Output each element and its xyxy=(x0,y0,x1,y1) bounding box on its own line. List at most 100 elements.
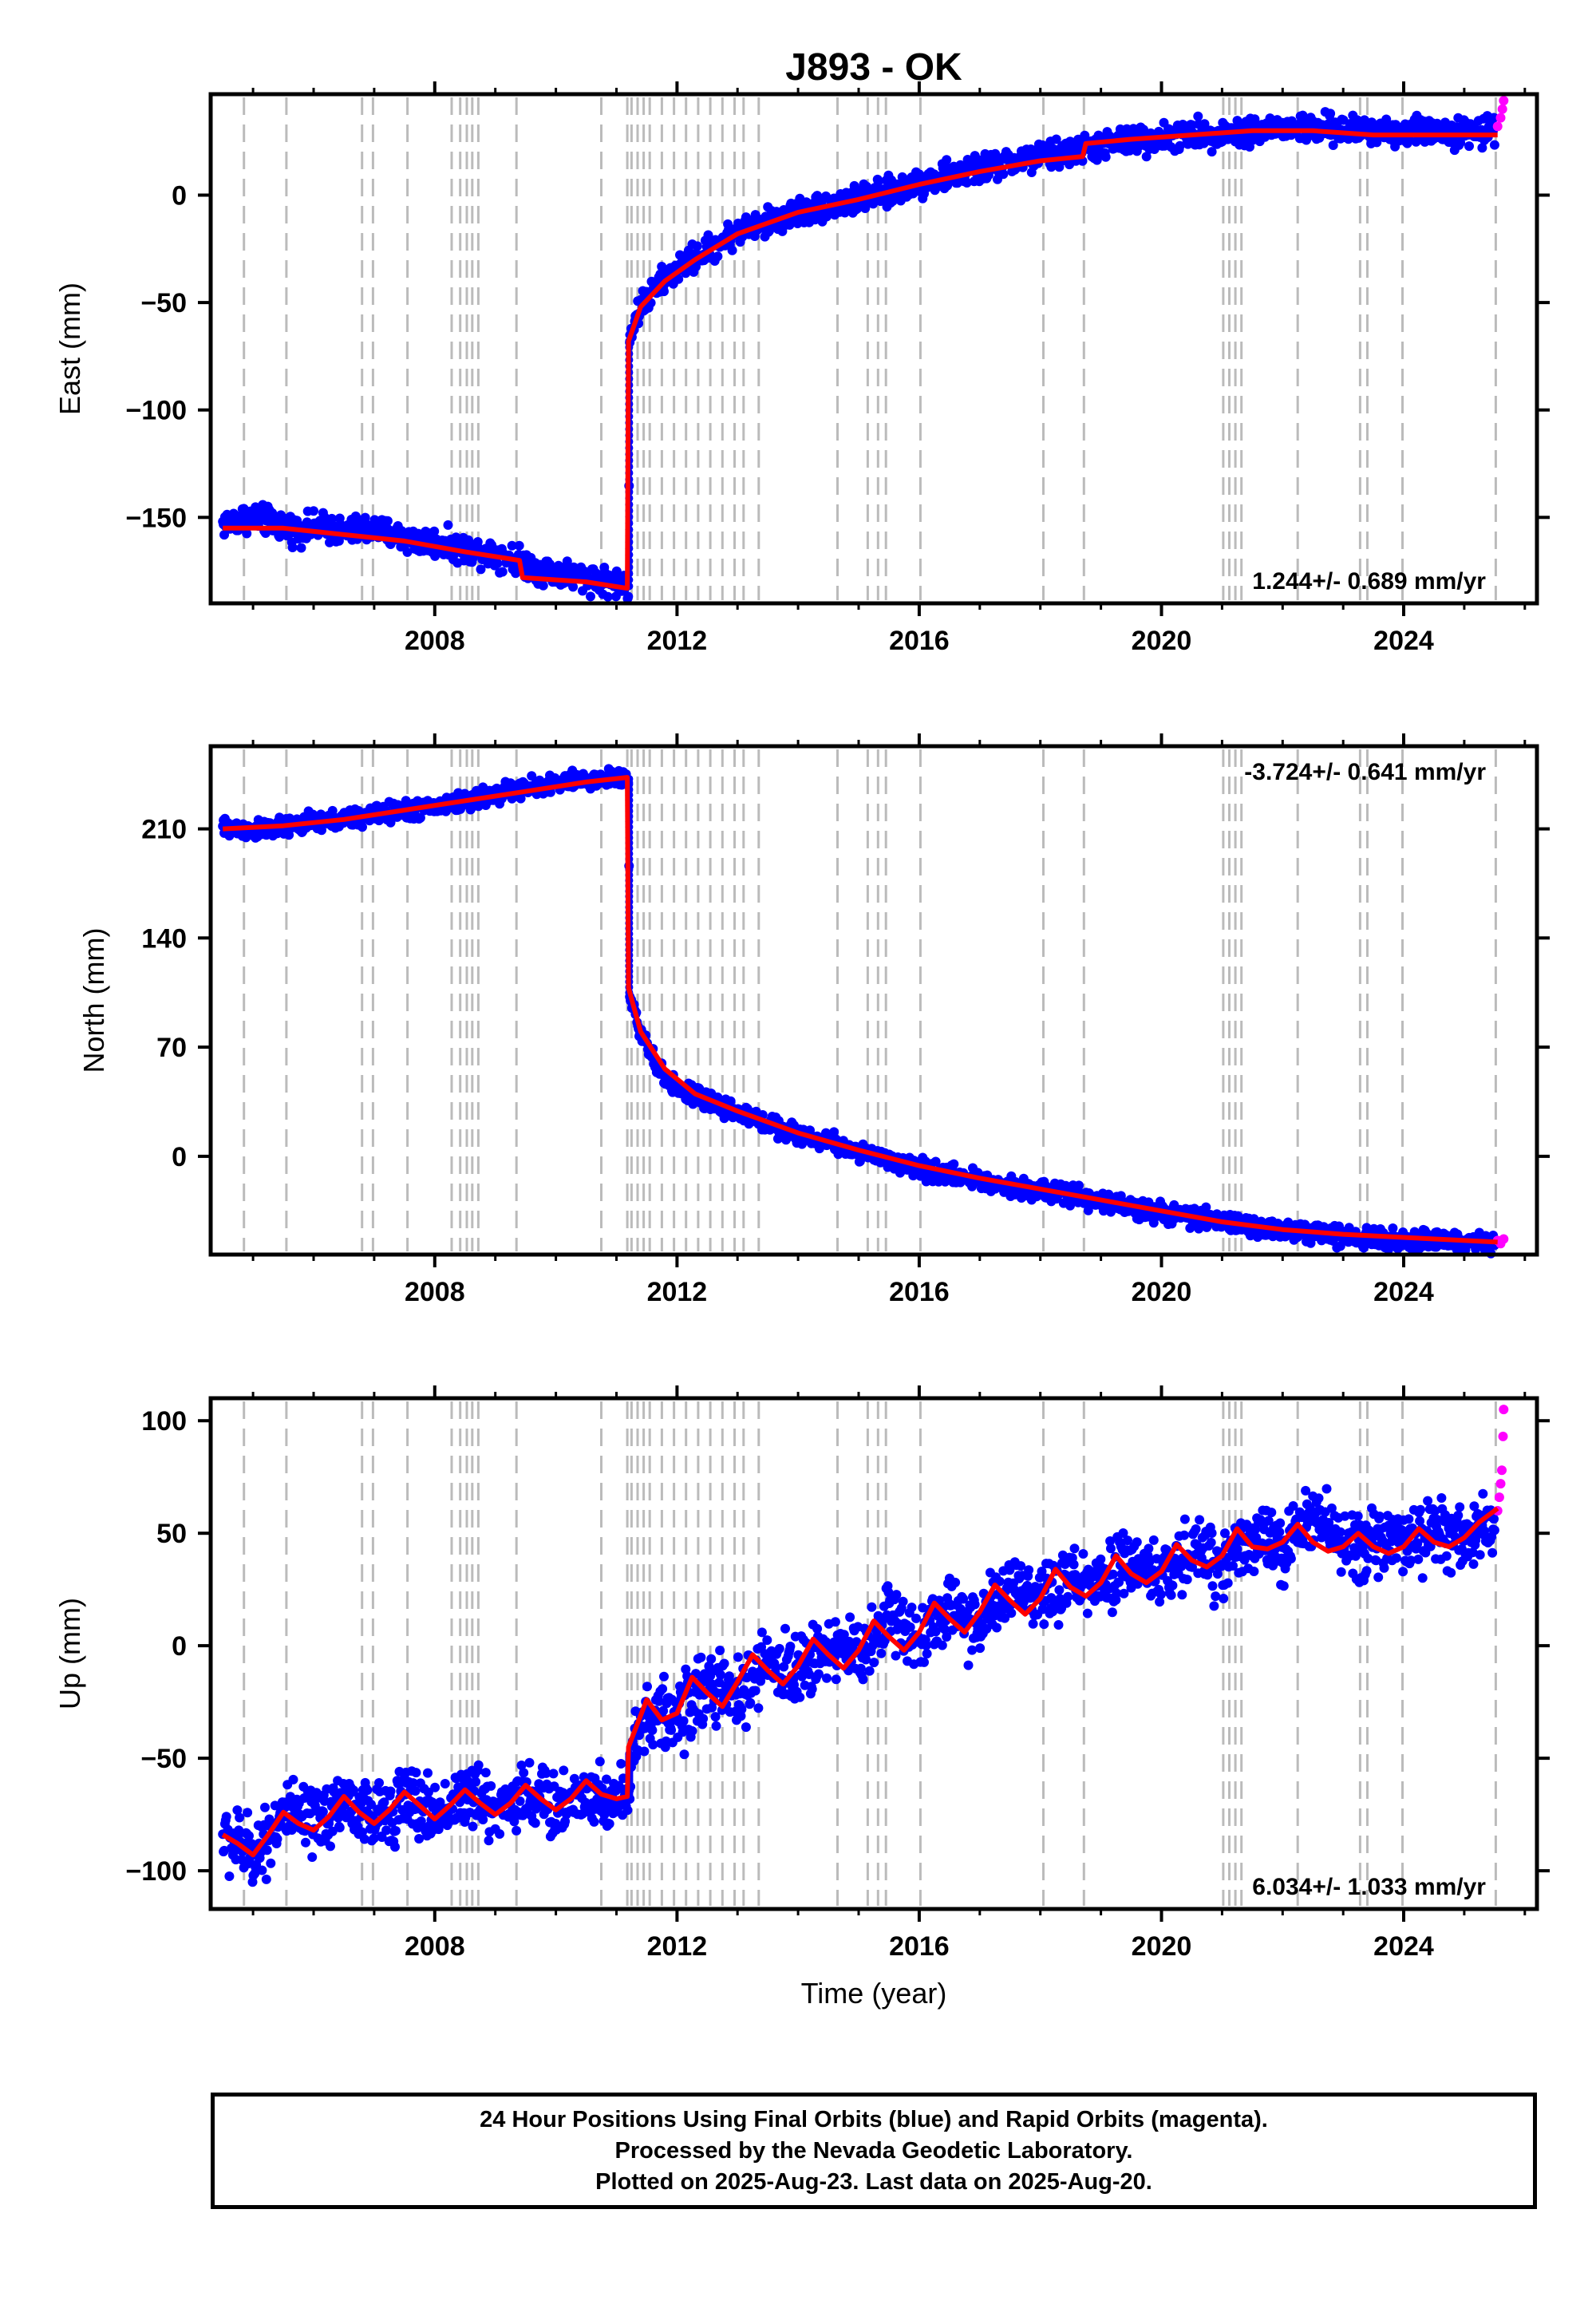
east-final-orbit-point-701 xyxy=(727,245,737,255)
up-final-orbit-point-532 xyxy=(604,1819,614,1829)
north-x-tick-label-1: 2012 xyxy=(647,1277,708,1307)
up-final-orbit-point-292 xyxy=(430,1782,440,1792)
east-final-orbit-point-653 xyxy=(692,241,702,251)
east-final-orbit-point-558 xyxy=(623,591,634,602)
up-final-orbit-point-634 xyxy=(678,1716,689,1726)
up-final-orbit-point-600 xyxy=(654,1696,664,1706)
east-final-orbit-point-125 xyxy=(309,506,318,516)
north-rapid-orbit-point-2 xyxy=(1499,1234,1509,1244)
up-final-orbit-point-690 xyxy=(719,1658,729,1669)
east-final-orbit-point-385 xyxy=(497,567,508,577)
up-final-orbit-point-1065 xyxy=(992,1622,1002,1633)
up-final-orbit-point-1115 xyxy=(1028,1618,1038,1629)
up-final-orbit-point-58 xyxy=(260,1802,270,1812)
up-final-orbit-point-215 xyxy=(374,1778,384,1788)
east-final-orbit-point-1074 xyxy=(998,169,1009,180)
up-final-orbit-point-231 xyxy=(385,1786,396,1796)
east-final-orbit-point-627 xyxy=(674,274,684,284)
up-final-orbit-point-306 xyxy=(440,1779,450,1788)
up-final-orbit-point-843 xyxy=(830,1617,840,1627)
up-final-orbit-point-781 xyxy=(785,1642,796,1651)
up-final-orbit-point-580 xyxy=(639,1746,650,1757)
up-final-orbit-point-831 xyxy=(822,1673,832,1683)
up-final-orbit-point-1042 xyxy=(975,1643,986,1654)
east-final-orbit-point-96 xyxy=(287,543,298,552)
north-x-tick-label-2: 2016 xyxy=(889,1277,950,1307)
east-final-orbit-point-681 xyxy=(713,251,723,262)
up-final-orbit-point-881 xyxy=(858,1674,868,1685)
up-final-orbit-point-896 xyxy=(869,1658,879,1668)
up-final-orbit-point-1085 xyxy=(1006,1608,1017,1618)
up-final-orbit-point-605 xyxy=(658,1684,668,1694)
east-final-orbit-point-378 xyxy=(492,559,503,568)
east-final-orbit-point-310 xyxy=(443,520,453,530)
up-final-orbit-point-658 xyxy=(696,1652,706,1662)
up-final-orbit-point-97 xyxy=(288,1774,298,1784)
up-final-orbit-point-557 xyxy=(622,1805,633,1816)
up-final-orbit-point-348 xyxy=(471,1777,481,1787)
east-x-tick-label-3: 2020 xyxy=(1132,626,1192,656)
north-final-orbit-points xyxy=(218,764,1499,1259)
east-y-tick-label-1: −100 xyxy=(125,396,187,426)
east-final-orbit-point-607 xyxy=(659,287,669,297)
up-final-orbit-point-1008 xyxy=(950,1577,961,1587)
east-final-orbit-point-1750 xyxy=(1489,140,1499,150)
east-x-tick-label-1: 2012 xyxy=(647,626,708,656)
up-final-orbit-point-455 xyxy=(548,1769,559,1779)
up-final-orbit-points xyxy=(218,1484,1499,1887)
up-final-orbit-point-646 xyxy=(687,1726,697,1736)
up-final-orbit-point-60 xyxy=(261,1874,271,1884)
up-final-orbit-point-617 xyxy=(666,1725,677,1735)
east-final-orbit-point-668 xyxy=(703,230,713,240)
up-final-orbit-point-794 xyxy=(795,1692,805,1702)
up-final-orbit-point-948 xyxy=(907,1603,917,1613)
up-final-orbit-point-661 xyxy=(698,1713,709,1724)
east-final-orbit-point-1715 xyxy=(1464,141,1474,152)
up-final-orbit-point-684 xyxy=(715,1646,725,1655)
north-y-tick-label-0: 0 xyxy=(172,1142,187,1172)
up-final-orbit-point-697 xyxy=(724,1671,734,1682)
east-plot-frame xyxy=(208,92,1539,606)
north-final-orbit-point-192 xyxy=(358,822,367,832)
east-final-orbit-point-474 xyxy=(562,556,572,567)
up-final-orbit-point-749 xyxy=(762,1635,772,1646)
east-rapid-orbit-point-1 xyxy=(1495,113,1506,123)
up-final-orbit-point-607 xyxy=(659,1671,669,1682)
up-final-orbit-point-366 xyxy=(484,1836,494,1846)
north-y-tick-label-2: 140 xyxy=(141,923,187,954)
up-final-orbit-point-1031 xyxy=(967,1645,978,1655)
up-final-orbit-point-237 xyxy=(390,1842,400,1852)
north-rate-label: -3.724+/- 0.641 mm/yr xyxy=(1244,759,1486,785)
up-final-orbit-point-511 xyxy=(589,1816,599,1827)
east-y-axis-label: East (mm) xyxy=(53,283,86,415)
up-final-orbit-point-75 xyxy=(272,1834,282,1844)
up-final-orbit-point-148 xyxy=(326,1841,335,1852)
east-final-orbit-point-530 xyxy=(602,591,613,602)
east-rapid-orbit-point-2 xyxy=(1497,104,1507,114)
east-y-tick-label-0: −150 xyxy=(125,503,187,533)
east-final-orbit-point-1524 xyxy=(1325,109,1336,119)
up-final-orbit-point-733 xyxy=(750,1686,760,1696)
up-final-orbit-point-422 xyxy=(524,1757,535,1768)
up-final-orbit-point-238 xyxy=(390,1826,401,1836)
up-final-orbit-point-199 xyxy=(362,1785,373,1796)
up-final-orbit-point-774 xyxy=(780,1623,790,1634)
east-final-orbit-point-2 xyxy=(219,530,229,540)
up-final-orbit-point-584 xyxy=(642,1682,652,1692)
up-final-orbit-point-969 xyxy=(922,1649,932,1659)
up-final-orbit-point-123 xyxy=(307,1852,318,1862)
up-final-orbit-point-5 xyxy=(221,1812,231,1822)
up-final-orbit-point-9 xyxy=(224,1871,235,1881)
up-final-orbit-point-726 xyxy=(745,1697,756,1708)
east-final-orbit-point-482 xyxy=(568,582,579,592)
up-final-orbit-point-1035 xyxy=(970,1599,980,1610)
up-final-orbit-point-990 xyxy=(937,1640,947,1650)
up-final-orbit-point-369 xyxy=(486,1780,496,1791)
up-final-orbit-point-548 xyxy=(616,1759,626,1769)
east-final-orbit-point-996 xyxy=(942,155,952,165)
up-final-orbit-point-720 xyxy=(741,1722,751,1733)
